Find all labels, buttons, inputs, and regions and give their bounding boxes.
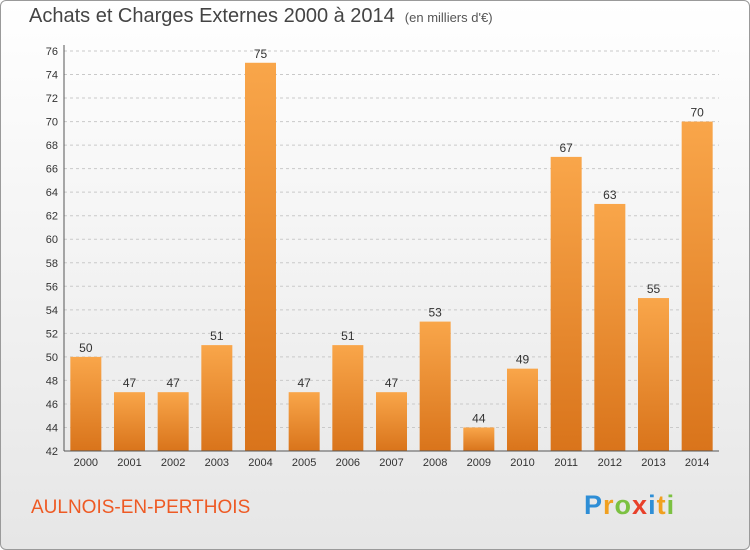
data-label: 67 bbox=[559, 141, 573, 155]
data-label: 47 bbox=[385, 376, 399, 390]
data-labels: 50 47 47 51 75 47 51 47 53 44 49 67 63 55 70 bbox=[79, 47, 704, 426]
data-label: 47 bbox=[123, 376, 137, 390]
commune-name: AULNOIS-EN-PERTHOIS bbox=[31, 497, 251, 518]
bars bbox=[70, 62, 713, 452]
data-label: 70 bbox=[690, 106, 704, 120]
chart-title: Achats et Charges Externes 2000 à 2014 (e… bbox=[29, 5, 493, 28]
x-tick-label: 2009 bbox=[467, 457, 491, 469]
x-tick-label: 2014 bbox=[685, 457, 709, 469]
y-tick-labels: 42 44 46 48 50 52 54 56 58 60 62 64 66 68 70 72 74 76 bbox=[46, 46, 58, 458]
y-tick-label: 42 bbox=[46, 446, 58, 458]
y-tick-label: 66 bbox=[46, 164, 58, 176]
x-tick-label: 2006 bbox=[336, 457, 360, 469]
bar bbox=[201, 345, 233, 451]
data-label: 55 bbox=[647, 282, 661, 296]
x-tick-label: 2008 bbox=[423, 457, 447, 469]
bar bbox=[507, 368, 538, 451]
x-tick-label: 2003 bbox=[205, 457, 229, 469]
data-label: 49 bbox=[516, 353, 530, 367]
bar bbox=[681, 121, 713, 452]
bar bbox=[376, 392, 407, 451]
bar bbox=[419, 321, 451, 451]
bar bbox=[594, 203, 626, 451]
brand-letter: o bbox=[614, 490, 633, 520]
bar bbox=[463, 427, 495, 451]
y-tick-label: 76 bbox=[46, 46, 58, 58]
bar bbox=[114, 392, 145, 451]
x-tick-label: 2004 bbox=[248, 457, 272, 469]
data-label: 44 bbox=[472, 411, 486, 425]
data-label: 47 bbox=[297, 376, 311, 390]
y-tick-label: 70 bbox=[46, 117, 58, 129]
x-tick-label: 2005 bbox=[292, 457, 316, 469]
bar bbox=[288, 392, 320, 451]
chart-title-text: Achats et Charges Externes 2000 à 2014 bbox=[29, 5, 395, 27]
y-tick-label: 50 bbox=[46, 352, 58, 364]
y-tick-label: 74 bbox=[46, 70, 58, 82]
bar bbox=[550, 156, 582, 451]
brand-letter: t bbox=[656, 490, 667, 520]
y-tick-label: 48 bbox=[46, 375, 58, 387]
brand-letter: i bbox=[666, 490, 676, 520]
x-tick-label: 2013 bbox=[641, 457, 665, 469]
data-label: 51 bbox=[210, 329, 224, 343]
bar bbox=[157, 392, 189, 451]
data-label: 75 bbox=[254, 47, 268, 61]
x-tick-label: 2011 bbox=[554, 457, 578, 469]
brand-letter: r bbox=[603, 490, 615, 520]
axes bbox=[63, 45, 719, 452]
y-tick-label: 60 bbox=[46, 234, 58, 246]
x-tick-label: 2007 bbox=[379, 457, 403, 469]
bar bbox=[638, 298, 669, 451]
data-label: 63 bbox=[603, 188, 617, 202]
y-tick-label: 68 bbox=[46, 140, 58, 152]
y-tick-label: 64 bbox=[46, 187, 58, 199]
y-tick-label: 72 bbox=[46, 93, 58, 105]
x-tick-label: 2010 bbox=[510, 457, 534, 469]
bar bbox=[332, 345, 364, 451]
y-tick-label: 52 bbox=[46, 328, 58, 340]
x-tick-label: 2001 bbox=[117, 457, 141, 469]
brand-letter: P bbox=[584, 490, 604, 520]
data-label: 53 bbox=[428, 306, 442, 320]
x-tick-label: 2002 bbox=[161, 457, 185, 469]
brand-logo: Proxiti bbox=[584, 490, 675, 521]
bar bbox=[245, 62, 276, 451]
data-label: 51 bbox=[341, 329, 355, 343]
y-tick-label: 44 bbox=[46, 422, 58, 434]
brand-letter: i bbox=[648, 490, 657, 520]
x-tick-label: 2000 bbox=[74, 457, 98, 469]
y-tick-label: 58 bbox=[46, 258, 58, 270]
x-tick-labels: 2000 2001 2002 2003 2004 2005 2006 2007 2008 2009… bbox=[74, 457, 710, 469]
data-label: 47 bbox=[166, 376, 180, 390]
y-tick-label: 54 bbox=[46, 305, 58, 317]
y-tick-label: 46 bbox=[46, 399, 58, 411]
bar bbox=[70, 356, 102, 451]
y-tick-label: 56 bbox=[46, 281, 58, 293]
x-tick-label: 2012 bbox=[598, 457, 622, 469]
brand-letter: x bbox=[632, 490, 649, 520]
chart-subtitle: (en milliers d'€) bbox=[404, 10, 493, 25]
data-label: 50 bbox=[79, 341, 93, 355]
y-tick-label: 62 bbox=[46, 211, 58, 223]
